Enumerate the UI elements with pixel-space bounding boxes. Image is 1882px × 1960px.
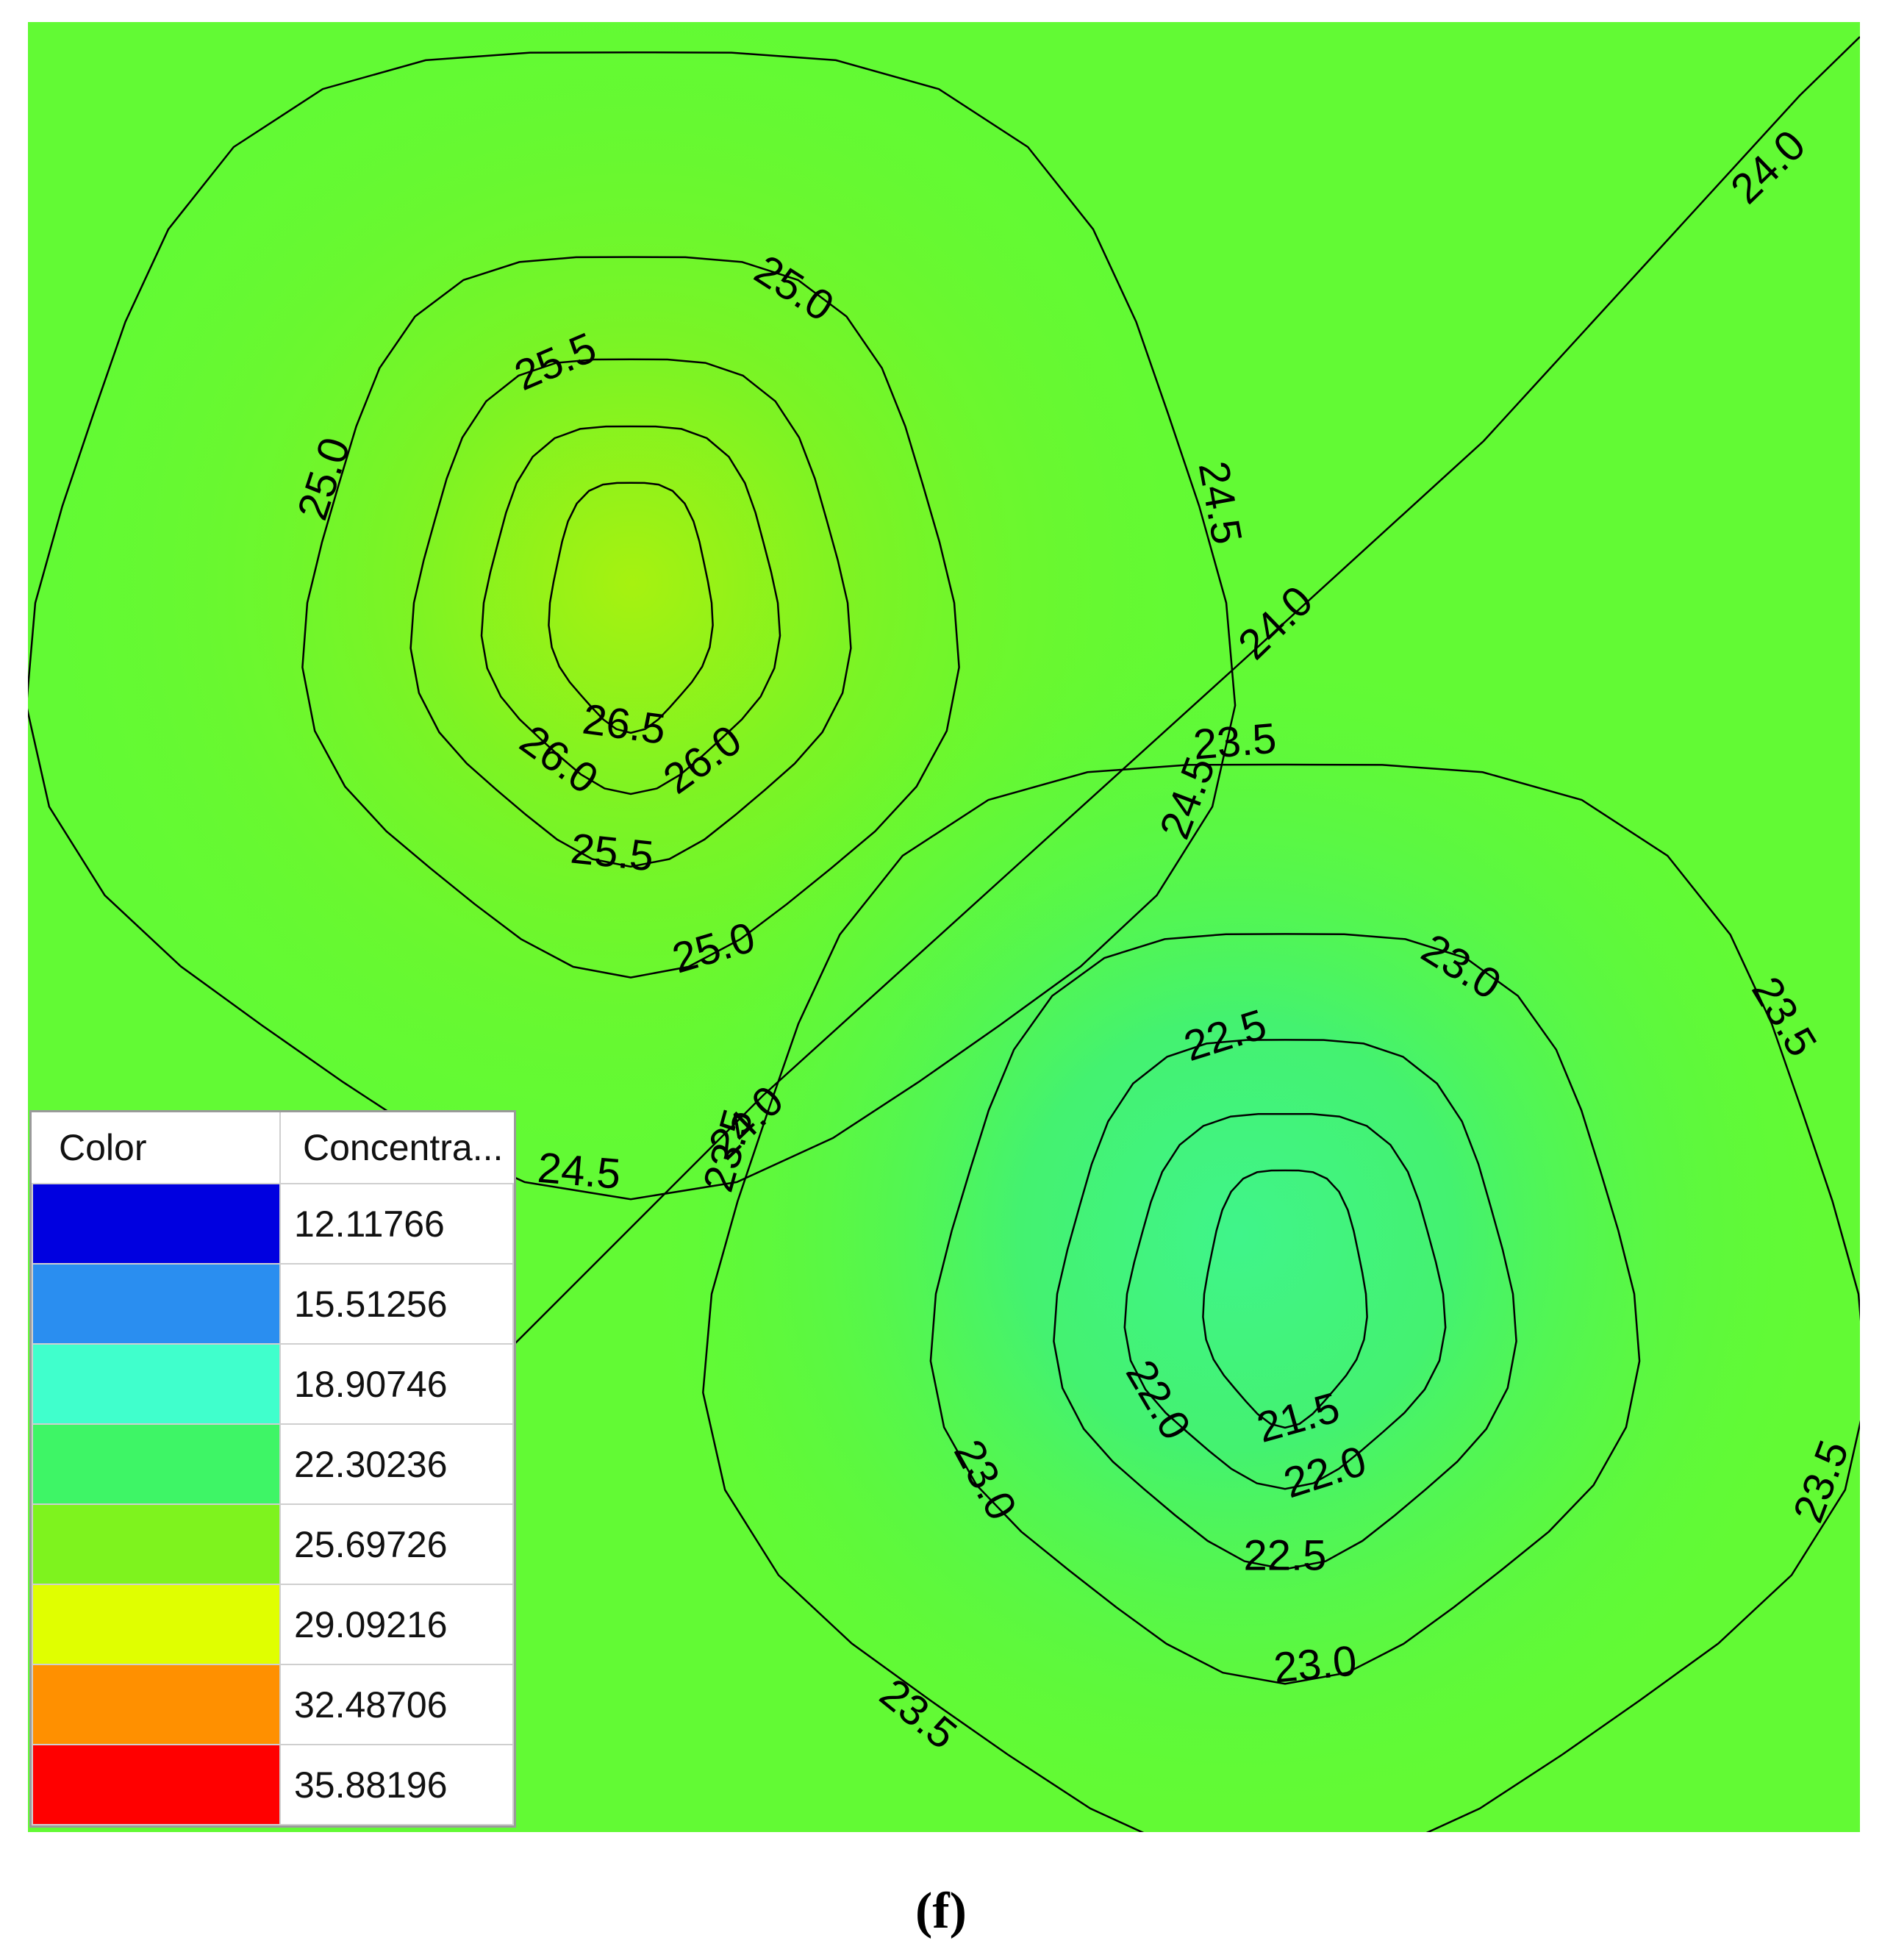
legend-row: 35.88196 (32, 1744, 514, 1825)
contour-label-23-5-0: 23.5 (1192, 715, 1278, 769)
legend-value: 25.69726 (279, 1503, 514, 1585)
legend-row: 25.69726 (32, 1503, 514, 1585)
contour-line-26-0 (480, 425, 781, 795)
legend-header-color: Color (32, 1112, 281, 1184)
contour-line-25-0 (301, 256, 960, 979)
legend-swatch (33, 1585, 279, 1664)
contour-label-22-5-1: 22.5 (1244, 1531, 1327, 1579)
legend-color-cell (32, 1423, 281, 1505)
contour-label-26-5-0: 26.5 (580, 695, 669, 754)
contour-plot: 21.5 22.0 22.0 22.5 22.5 23.0 23.0 23.0 23.5 23.5… (28, 22, 1860, 1832)
legend-color-cell (32, 1584, 281, 1665)
legend-table: Color Concentra... 12.11766 15.51256 18.90… (32, 1112, 514, 1825)
legend-value: 22.30236 (279, 1423, 514, 1505)
legend-value: 35.88196 (279, 1744, 514, 1825)
contour-line-22-5 (1053, 1039, 1517, 1570)
contour-line-23-0 (929, 933, 1641, 1685)
legend-swatch (33, 1505, 279, 1584)
legend-color-cell (32, 1343, 281, 1425)
legend-row: 12.11766 (32, 1183, 514, 1265)
contour-line-22-0 (1123, 1112, 1447, 1490)
legend-value: 18.90746 (279, 1343, 514, 1425)
contour-label-24-5-2: 24.5 (536, 1144, 623, 1198)
legend-row: 29.09216 (32, 1584, 514, 1665)
legend-row: 22.30236 (32, 1423, 514, 1505)
legend-row: 32.48706 (32, 1664, 514, 1745)
legend-row: 18.90746 (32, 1343, 514, 1425)
legend-swatch (33, 1425, 279, 1503)
legend-color-cell (32, 1664, 281, 1745)
contour-line-24-0 (498, 36, 1860, 1361)
legend-header-row: Color Concentra... (32, 1112, 513, 1184)
legend-value: 32.48706 (279, 1664, 514, 1745)
legend-swatch (33, 1345, 279, 1423)
legend-swatch (33, 1745, 279, 1824)
legend-color-cell (32, 1503, 281, 1585)
contour-label-25-5-1: 25.5 (568, 825, 656, 881)
legend-color-cell (32, 1263, 281, 1345)
legend-swatch (33, 1265, 279, 1343)
legend-swatch (33, 1665, 279, 1744)
contour-lines (28, 36, 1860, 1832)
legend-body: 12.11766 15.51256 18.90746 22.30236 25.69726… (32, 1183, 514, 1825)
legend-value: 15.51256 (279, 1263, 514, 1345)
legend-value: 12.11766 (279, 1183, 514, 1265)
color-legend: Color Concentra... 12.11766 15.51256 18.90… (29, 1110, 516, 1828)
legend-color-cell (32, 1744, 281, 1825)
contour-svg: 21.522.022.022.522.523.023.023.023.523.5… (28, 22, 1860, 1832)
contour-line-21-5 (1202, 1169, 1368, 1429)
figure-caption: (f) (915, 1883, 967, 1939)
contour-line-24-5 (28, 51, 1237, 1201)
legend-color-cell (32, 1183, 281, 1265)
contour-line-25-5 (409, 358, 852, 868)
legend-swatch (33, 1184, 279, 1263)
legend-value: 29.09216 (279, 1584, 514, 1665)
contour-line-23-5 (702, 763, 1860, 1832)
legend-row: 15.51256 (32, 1263, 514, 1345)
contour-line-26-5 (548, 482, 714, 734)
legend-header-concentration: Concentra... (280, 1112, 513, 1184)
contour-label-23-0-1: 23.0 (1272, 1637, 1359, 1692)
